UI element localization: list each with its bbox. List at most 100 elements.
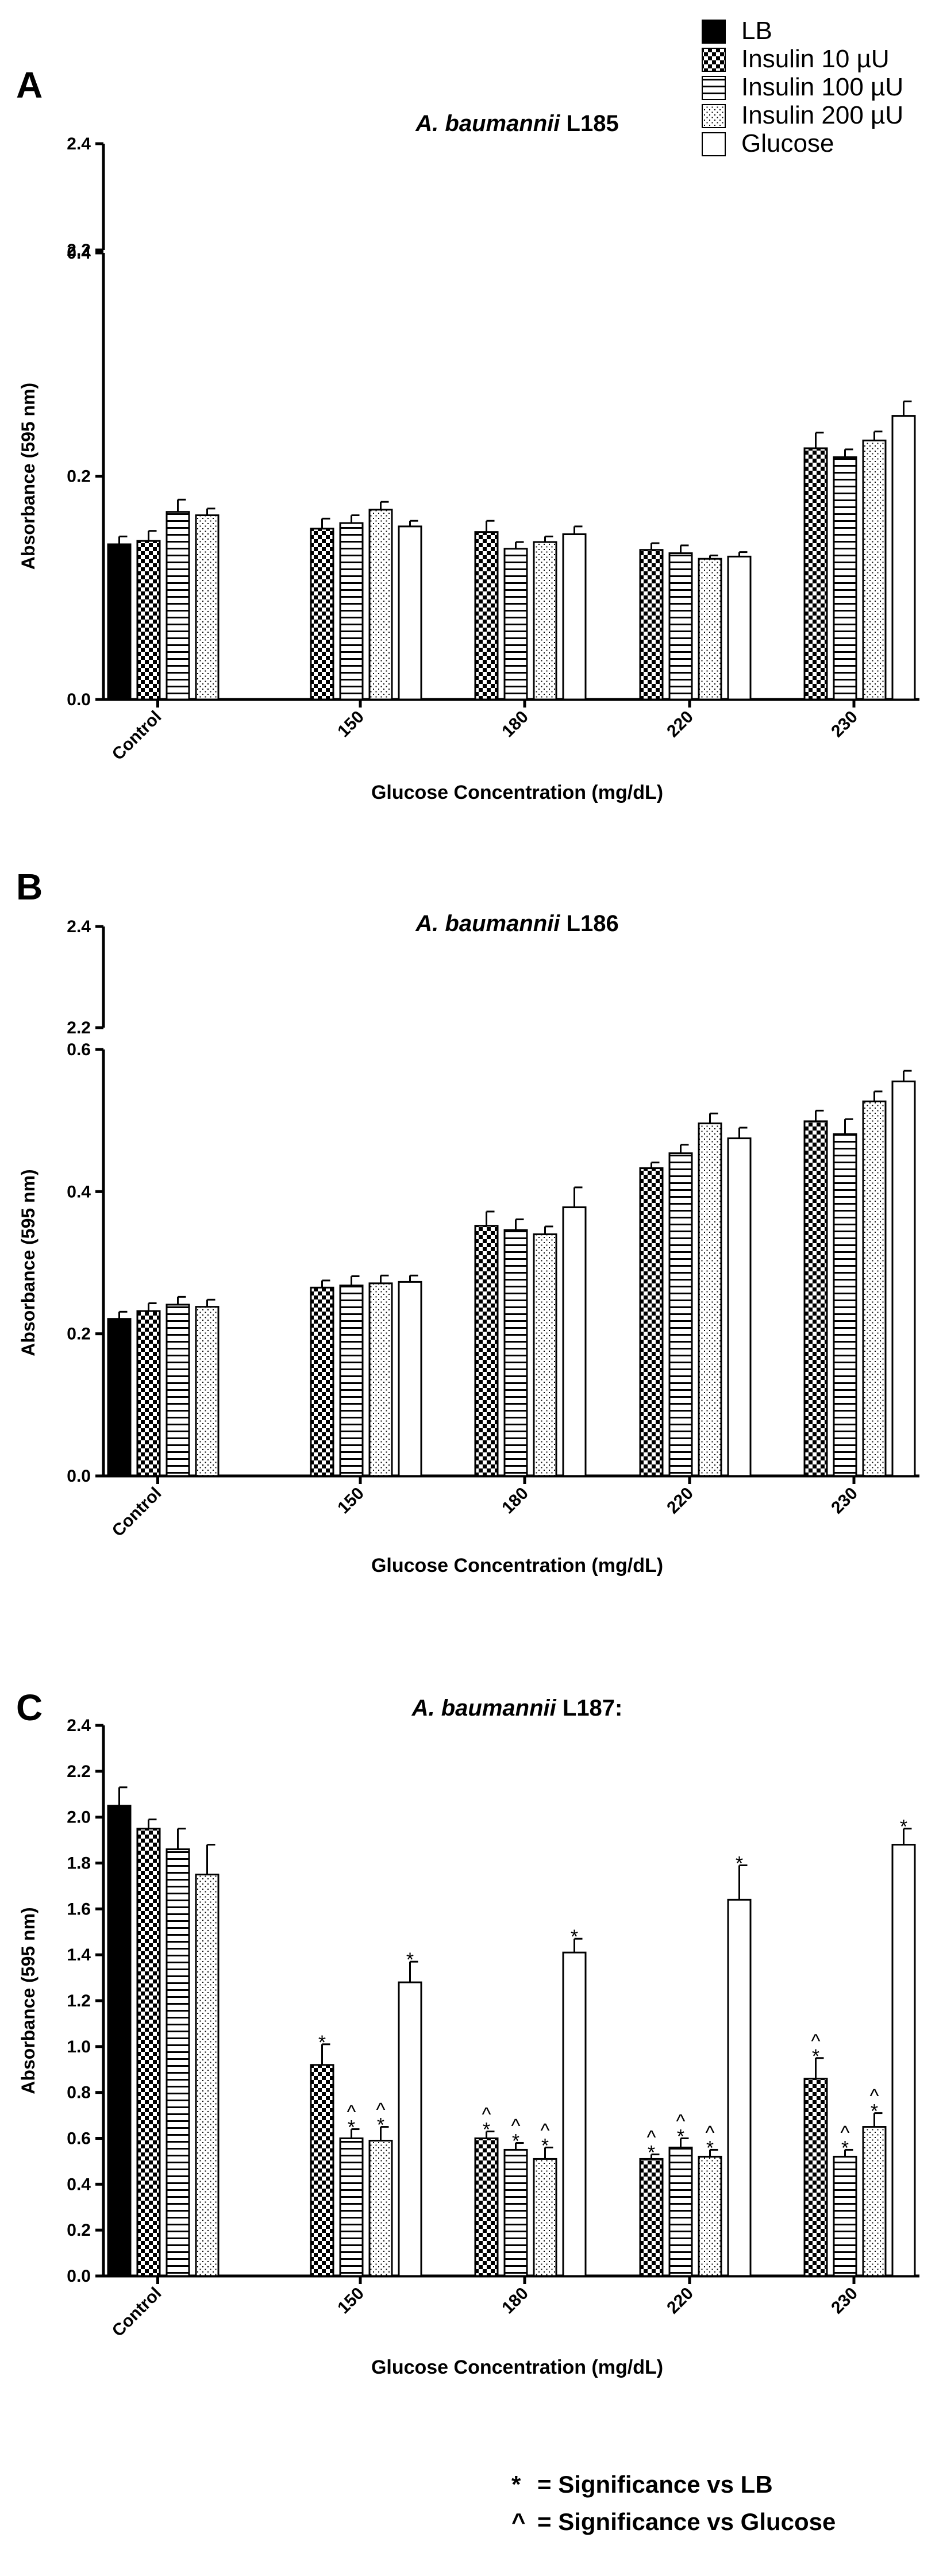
legend-swatch-glucose bbox=[702, 132, 726, 156]
bar-insulin-200-180 bbox=[533, 541, 557, 701]
y-tick-label: 2.2 bbox=[67, 1762, 91, 1781]
significance-caret: ^ bbox=[376, 2100, 386, 2121]
bar-insulin-200-230 bbox=[862, 439, 887, 701]
note-text-lb: = Significance vs LB bbox=[537, 2471, 773, 2498]
bar-insulin-10-control bbox=[136, 540, 161, 701]
y-tick-label: 1.8 bbox=[67, 1854, 91, 1873]
category-label: 180 bbox=[498, 2284, 532, 2318]
significance-caret: ^ bbox=[482, 2104, 491, 2126]
significance-caret: ^ bbox=[841, 2122, 850, 2144]
significance-caret: ^ bbox=[347, 2102, 356, 2124]
bar-insulin-200-150 bbox=[368, 1282, 393, 1477]
bar-insulin-200-control bbox=[195, 514, 220, 701]
bar-insulin-200-220 bbox=[698, 1122, 722, 1477]
significance-star: * bbox=[677, 2126, 684, 2148]
x-axis-label: Glucose Concentration (mg/dL) bbox=[371, 2356, 663, 2378]
bar-glucose-230 bbox=[891, 415, 916, 701]
bar-insulin-10-180 bbox=[474, 1225, 499, 1477]
y-tick-label: 0.4 bbox=[67, 1182, 91, 1201]
bar-insulin-10-150 bbox=[310, 528, 334, 701]
bar-insulin-10-220 bbox=[639, 1167, 664, 1477]
bar-glucose-230 bbox=[891, 1844, 916, 2277]
category-label: 150 bbox=[334, 2284, 368, 2318]
bar-insulin-200-220 bbox=[698, 558, 722, 701]
bar-insulin-100-230 bbox=[833, 456, 857, 701]
bar-insulin-100-220 bbox=[668, 2146, 693, 2277]
bar-glucose-230 bbox=[891, 1081, 916, 1477]
chart-title-strain: L186 bbox=[560, 911, 618, 936]
bar-insulin-100-220 bbox=[668, 552, 693, 701]
y-tick-label: 0.0 bbox=[67, 1467, 91, 1486]
legend-item-insulin-200: Insulin 200 µU bbox=[702, 101, 903, 129]
y-axis-label: Absorbance (595 nm) bbox=[18, 1907, 39, 2094]
y-tick-label: 0.6 bbox=[67, 2129, 91, 2148]
bar-insulin-200-150 bbox=[368, 509, 393, 701]
category-label: Control bbox=[109, 1484, 165, 1541]
bar-insulin-100-230 bbox=[833, 1133, 857, 1477]
category-label: 230 bbox=[827, 2284, 861, 2318]
y-tick-label-upper: 2.2 bbox=[67, 241, 91, 260]
y-tick-label: 0.0 bbox=[67, 2267, 91, 2286]
bar-insulin-100-control bbox=[165, 1848, 190, 2277]
bar-insulin-200-control bbox=[195, 1306, 220, 1477]
bar-insulin-100-control bbox=[165, 511, 190, 701]
legend-label-insulin-10: Insulin 10 µU bbox=[741, 45, 890, 73]
y-tick-label: 0.6 bbox=[67, 1040, 91, 1059]
bar-lb-control bbox=[107, 543, 132, 701]
bar-insulin-200-180 bbox=[533, 2158, 557, 2277]
legend-swatch-lb bbox=[702, 20, 726, 44]
panel-letter: A bbox=[16, 64, 43, 106]
legend-item-glucose: Glucose bbox=[702, 129, 834, 157]
significance-caret: ^ bbox=[511, 2115, 521, 2137]
legend-label-lb: LB bbox=[741, 17, 772, 45]
bar-glucose-180 bbox=[562, 533, 587, 701]
bar-glucose-220 bbox=[727, 1137, 752, 1477]
y-tick-label: 1.4 bbox=[67, 1946, 91, 1964]
bar-glucose-150 bbox=[398, 1281, 422, 1477]
bar-insulin-100-150 bbox=[339, 522, 364, 701]
legend: LB Insulin 10 µU Insulin 100 µU Insulin … bbox=[702, 17, 903, 157]
chart-title-italic: A. baumannii bbox=[415, 911, 560, 936]
bar-insulin-100-230 bbox=[833, 2155, 857, 2277]
y-tick-label: 2.4 bbox=[67, 1716, 91, 1735]
category-label: Control bbox=[109, 708, 165, 764]
panel-B: B A. baumannii L186 0.0 0.2 0.4 0.6 2.2 2.4 Abso… bbox=[16, 866, 919, 1577]
category-label: 220 bbox=[663, 2284, 697, 2318]
bar-glucose-180 bbox=[562, 1951, 587, 2277]
x-axis-label: Glucose Concentration (mg/dL) bbox=[371, 1555, 663, 1577]
significance-caret: ^ bbox=[676, 2111, 686, 2133]
bar-insulin-10-150 bbox=[310, 2064, 334, 2277]
significance-star: * bbox=[377, 2114, 384, 2136]
bar-insulin-10-control bbox=[136, 1310, 161, 1477]
note-symbol-lb: * bbox=[511, 2471, 521, 2498]
x-axis-label: Glucose Concentration (mg/dL) bbox=[371, 782, 663, 803]
legend-item-lb: LB bbox=[702, 17, 772, 45]
bar-glucose-150 bbox=[398, 525, 422, 701]
legend-swatch-insulin-100 bbox=[702, 76, 726, 100]
chart-panels: AA. baumannii L1850.00.20.42.22.4Absorba… bbox=[16, 64, 919, 2378]
legend-label-insulin-100: Insulin 100 µU bbox=[741, 73, 903, 101]
legend-swatch-insulin-200 bbox=[702, 104, 726, 128]
chart-title: A. baumannii L186 bbox=[415, 911, 618, 936]
chart-title: A. baumannii L185 bbox=[415, 111, 618, 136]
bar-insulin-200-180 bbox=[533, 1233, 557, 1477]
y-axis-label: Absorbance (595 nm) bbox=[18, 383, 39, 570]
significance-star: * bbox=[648, 2141, 655, 2163]
significance-star: * bbox=[406, 1949, 414, 1971]
y-axis-label: Absorbance (595 nm) bbox=[18, 1169, 39, 1356]
chart-title-strain: L187: bbox=[556, 1695, 623, 1721]
bar-insulin-100-control bbox=[165, 1304, 190, 1477]
legend-item-insulin-10: Insulin 10 µU bbox=[702, 45, 890, 73]
bar-insulin-200-230 bbox=[862, 1100, 887, 1477]
significance-star: * bbox=[812, 2046, 819, 2067]
category-label: 230 bbox=[827, 1484, 861, 1518]
bar-insulin-100-220 bbox=[668, 1152, 693, 1477]
panel-letter: B bbox=[16, 866, 43, 908]
y-tick-label: 1.6 bbox=[67, 1900, 91, 1918]
significance-star: * bbox=[900, 1816, 907, 1838]
category-label: 220 bbox=[663, 1484, 697, 1518]
bar-insulin-10-180 bbox=[474, 2137, 499, 2277]
significance-star: * bbox=[706, 2137, 714, 2159]
legend-label-insulin-200: Insulin 200 µU bbox=[741, 101, 903, 129]
